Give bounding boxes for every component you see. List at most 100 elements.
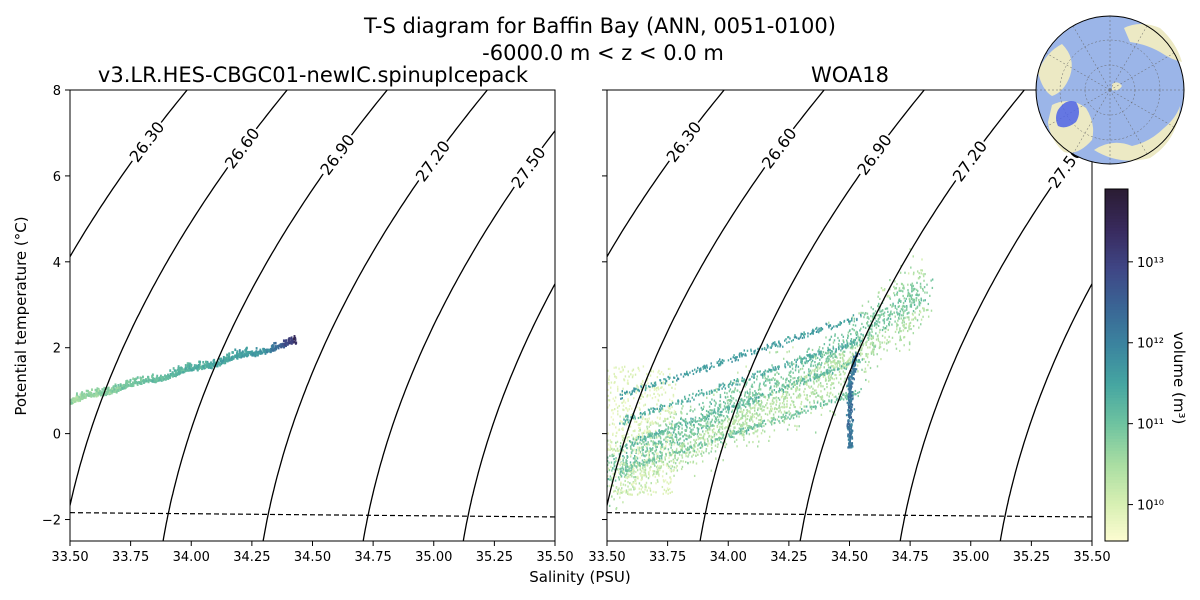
volume-cell: [838, 323, 840, 326]
volume-cell: [795, 336, 798, 339]
volume-cell: [624, 461, 627, 464]
volume-cell: [710, 441, 713, 444]
volume-cell: [866, 353, 869, 356]
volume-cell: [159, 377, 162, 381]
volume-cell: [844, 377, 846, 380]
volume-cell: [660, 459, 662, 463]
volume-cell: [863, 358, 865, 361]
volume-cell: [640, 478, 642, 482]
volume-cell: [637, 452, 640, 455]
volume-cell: [820, 390, 822, 393]
volume-cell: [221, 361, 224, 364]
volume-cell: [732, 405, 735, 408]
volume-cell: [919, 311, 922, 314]
volume-cell: [724, 427, 726, 430]
volume-cell: [644, 392, 646, 395]
volume-cell: [793, 381, 795, 384]
volume-cell: [676, 441, 679, 444]
volume-cell: [720, 441, 722, 444]
volume-cell: [830, 369, 832, 372]
volume-cell: [744, 430, 746, 433]
volume-cell: [874, 323, 877, 326]
volume-cell: [685, 420, 688, 423]
volume-cell: [620, 397, 622, 400]
volume-cell: [858, 390, 861, 394]
volume-cell: [248, 351, 251, 355]
volume-cell: [755, 412, 758, 415]
volume-cell: [660, 448, 662, 451]
volume-cell: [644, 474, 646, 477]
volume-cell: [649, 460, 651, 463]
volume-cell: [764, 379, 767, 383]
volume-cell: [635, 391, 637, 395]
contour-labels: 26.30 26.60 26.90 27.20 27.50: [124, 116, 550, 193]
volume-cell: [229, 357, 232, 361]
volume-cell: [748, 400, 750, 403]
volume-cell: [764, 377, 767, 380]
volume-cell: [675, 423, 678, 426]
volume-cell: [866, 356, 869, 359]
volume-cell: [748, 404, 750, 407]
volume-cell: [763, 395, 765, 398]
volume-cell: [721, 361, 723, 364]
volume-cell: [724, 387, 727, 390]
volume-cell: [830, 328, 833, 331]
volume-cell: [910, 303, 913, 306]
volume-cell: [677, 457, 679, 460]
volume-cell: [626, 408, 628, 411]
volume-cell: [711, 398, 713, 401]
volume-cell: [222, 359, 225, 362]
volume-cell: [607, 485, 609, 488]
volume-cell: [809, 379, 812, 382]
volume-cell: [90, 391, 92, 395]
volume-cell: [693, 438, 695, 442]
volume-cell: [660, 456, 663, 460]
volume-cell: [691, 447, 694, 450]
volume-cell: [674, 457, 676, 460]
volume-cell: [901, 321, 903, 324]
volume-cell: [675, 436, 678, 439]
volume-cell: [903, 297, 906, 300]
volume-cell: [652, 443, 655, 446]
volume-cell: [751, 385, 754, 388]
volume-cell: [655, 457, 658, 460]
volume-cell: [812, 354, 814, 358]
volume-cell: [643, 443, 646, 446]
volume-cell: [812, 332, 814, 335]
volume-cell: [236, 352, 238, 355]
volume-cell: [669, 440, 671, 443]
volume-cell: [752, 393, 754, 396]
volume-cell: [653, 463, 656, 466]
volume-cell: [670, 411, 673, 414]
volume-cell: [632, 485, 634, 488]
volume-cell: [758, 386, 761, 389]
volume-cell: [789, 403, 792, 406]
volume-cell: [648, 456, 650, 459]
volume-cell: [786, 417, 788, 420]
volume-cell: [709, 428, 711, 431]
volume-cell: [718, 413, 720, 417]
volume-cell: [768, 410, 771, 413]
volume-cell: [638, 369, 641, 372]
volume-cell: [929, 294, 931, 297]
volume-cell: [777, 345, 779, 348]
volume-cell: [733, 419, 736, 422]
volume-cell: [648, 417, 650, 420]
volume-cell: [659, 417, 661, 421]
volume-cell: [877, 337, 879, 340]
volume-cell: [742, 353, 744, 356]
volume-cell: [665, 423, 667, 426]
volume-cell: [742, 421, 744, 424]
volume-cell: [698, 417, 701, 420]
volume-cell: [851, 410, 853, 413]
volume-cell: [650, 370, 652, 373]
volume-cell: [721, 419, 724, 422]
volume-cell: [857, 335, 859, 338]
volume-cell: [245, 350, 248, 353]
volume-cell: [807, 374, 810, 377]
volume-cell: [696, 448, 699, 451]
volume-cell: [654, 429, 657, 432]
volume-cell: [817, 329, 819, 332]
volume-cell: [819, 402, 822, 405]
volume-cell: [655, 446, 657, 449]
